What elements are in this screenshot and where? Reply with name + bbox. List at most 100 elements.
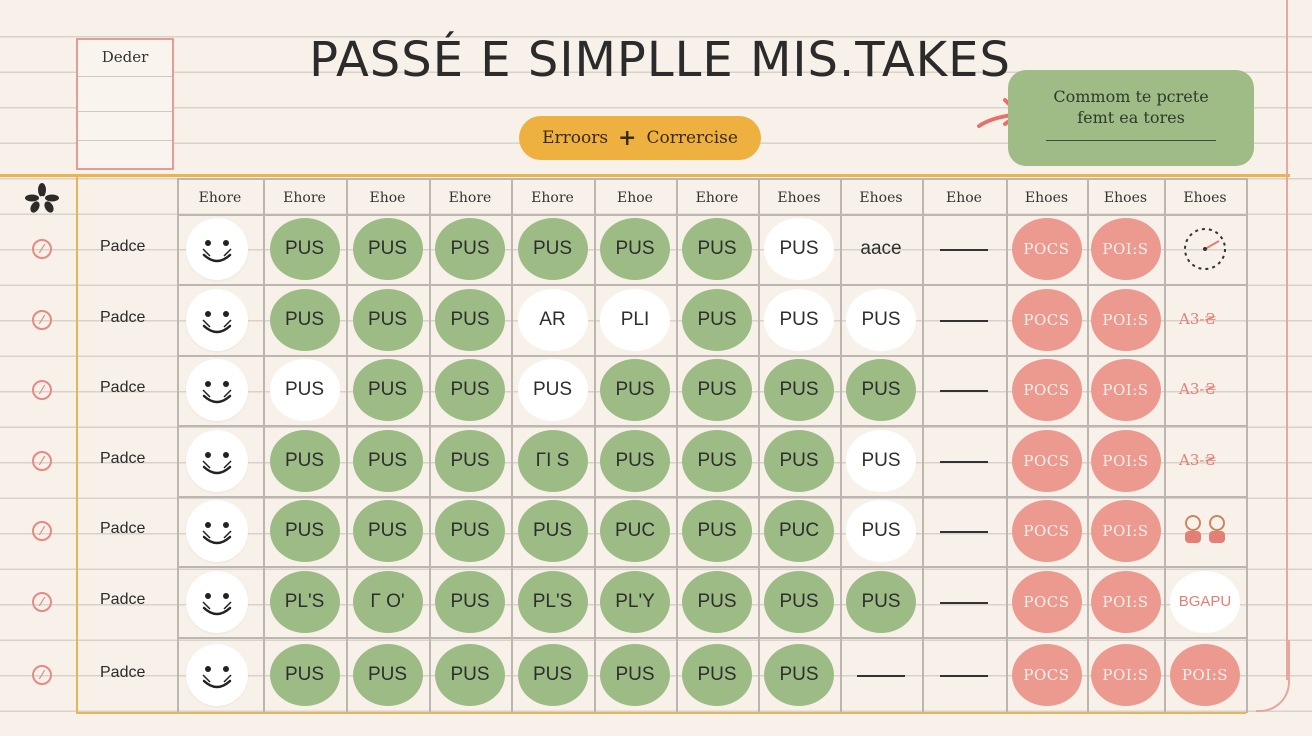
smiley-icon [186, 359, 248, 421]
verb-cell[interactable]: AR [517, 288, 588, 351]
error-cell[interactable]: POI:S [1090, 500, 1161, 562]
verb-cell[interactable]: PUS [600, 359, 670, 421]
grid-row-line [177, 566, 1246, 568]
verb-cell[interactable]: PUS [435, 643, 505, 706]
grid-row-line [177, 355, 1246, 357]
verb-cell[interactable]: PUS [682, 500, 752, 562]
verb-cell[interactable]: PUS [846, 288, 916, 351]
verb-cell[interactable]: PUS [269, 500, 340, 562]
row-marker-icon[interactable]: ⁄ [32, 591, 52, 612]
page-title: PASSÉ E SIMPLLE MIS.TAKES [309, 32, 1011, 88]
column-header: Ehoes [1103, 190, 1148, 206]
callout-note: Commom te pcrete femt ea tores [1008, 70, 1254, 166]
row-marker-icon[interactable]: ⁄ [32, 309, 52, 330]
verb-cell[interactable]: PUS [600, 643, 670, 706]
notes-line [78, 111, 172, 112]
verb-cell[interactable]: PUS [682, 288, 752, 351]
verb-cell[interactable]: PUS [352, 288, 423, 351]
error-cell[interactable]: POI:S [1090, 643, 1161, 706]
verb-cell[interactable]: PUS [682, 643, 752, 706]
error-cell[interactable]: POCS [1011, 429, 1082, 492]
verb-cell[interactable]: PUC [764, 500, 834, 562]
verb-cell[interactable]: ΓΙ S [517, 429, 588, 492]
verb-cell[interactable]: PLI [600, 288, 670, 351]
verb-cell[interactable]: PUS [846, 359, 916, 421]
verb-cell[interactable]: PUS [764, 218, 834, 280]
row-marker-icon[interactable]: ⁄ [32, 239, 52, 259]
grid-row-line [177, 284, 1246, 286]
verb-cell[interactable]: PUS [764, 359, 834, 421]
errors-corrections-pill[interactable]: Erroors + Corrercise [519, 116, 761, 160]
verb-cell[interactable]: PUS [269, 429, 340, 492]
verb-cell[interactable]: PUS [352, 359, 423, 421]
verb-cell[interactable]: PUS [269, 643, 340, 706]
verb-cell[interactable]: PUS [517, 643, 588, 706]
error-cell[interactable]: POCS [1011, 288, 1082, 351]
verb-cell[interactable]: PUS [435, 570, 505, 633]
verb-cell[interactable]: PL'Y [600, 570, 670, 633]
verb-cell[interactable]: PUS [682, 429, 752, 492]
squiggle-mark: A3-₴ [1179, 309, 1217, 328]
mistakes-grid [76, 177, 1246, 714]
error-cell[interactable]: POI:S [1090, 288, 1161, 351]
row-marker-icon[interactable]: ⁄ [32, 521, 52, 541]
verb-cell[interactable]: PUS [682, 570, 752, 633]
verb-cell[interactable]: PUS [269, 288, 340, 351]
grid-column-line [346, 178, 348, 713]
error-cell[interactable]: POI:S [1170, 643, 1240, 706]
verb-cell[interactable]: PUS [600, 218, 670, 280]
error-cell[interactable]: POI:S [1090, 218, 1161, 280]
badge-cell[interactable]: BGAPU [1170, 570, 1240, 633]
verb-cell[interactable]: PL'S [269, 570, 340, 633]
verb-cell[interactable]: PUS [682, 218, 752, 280]
verb-cell[interactable]: PUC [600, 500, 670, 562]
verb-cell[interactable]: PUS [682, 359, 752, 421]
verb-cell[interactable]: PUS [269, 359, 340, 421]
verb-cell[interactable]: PUS [846, 570, 916, 633]
verb-cell[interactable]: PUS [517, 500, 588, 562]
error-cell[interactable]: POI:S [1090, 359, 1161, 421]
verb-cell[interactable]: PUS [435, 218, 505, 280]
column-header: Ehoes [1024, 190, 1069, 206]
error-cell[interactable]: POCS [1011, 218, 1082, 280]
verb-cell[interactable]: PUS [435, 359, 505, 421]
column-header: Ehoe [617, 190, 653, 206]
verb-cell[interactable]: PUS [352, 500, 423, 562]
grid-column-line [594, 178, 596, 713]
verb-cell[interactable]: PUS [352, 643, 423, 706]
verb-cell[interactable]: PUS [435, 288, 505, 351]
empty-cell-dash [940, 601, 988, 604]
verb-cell[interactable]: PUS [600, 429, 670, 492]
squiggle-mark: A3-₴ [1179, 380, 1217, 398]
figures-icon [1181, 513, 1229, 553]
verb-cell[interactable]: PUS [435, 500, 505, 562]
row-marker-icon[interactable]: ⁄ [32, 450, 52, 471]
error-cell[interactable]: POI:S [1090, 570, 1161, 633]
verb-cell[interactable]: Γ O' [352, 570, 423, 633]
row-marker-icon[interactable]: ⁄ [32, 664, 52, 685]
verb-cell[interactable]: PUS [846, 500, 916, 562]
verb-cell[interactable]: PUS [764, 643, 834, 706]
error-cell[interactable]: POCS [1011, 500, 1082, 562]
callout-underline [1046, 140, 1216, 141]
error-cell[interactable]: POI:S [1090, 429, 1161, 492]
verb-cell[interactable]: PUS [352, 218, 423, 280]
verb-cell[interactable]: PUS [764, 570, 834, 633]
error-cell[interactable]: POCS [1011, 359, 1082, 421]
verb-cell[interactable]: PUS [764, 429, 834, 492]
error-cell[interactable]: POCS [1011, 570, 1082, 633]
verb-cell[interactable]: PUS [269, 218, 340, 280]
row-marker-icon[interactable]: ⁄ [32, 380, 52, 400]
verb-cell[interactable]: PUS [435, 429, 505, 492]
grid-row-line [177, 425, 1246, 427]
verb-cell[interactable]: PL'S [517, 570, 588, 633]
verb-cell[interactable]: PUS [517, 218, 588, 280]
smiley-icon [186, 429, 248, 492]
error-cell[interactable]: POCS [1011, 643, 1082, 706]
verb-cell[interactable]: PUS [517, 359, 588, 421]
row-label: Padce [100, 238, 146, 255]
text-cell[interactable]: aace [860, 238, 902, 259]
verb-cell[interactable]: PUS [352, 429, 423, 492]
verb-cell[interactable]: PUS [846, 429, 916, 492]
verb-cell[interactable]: PUS [764, 288, 834, 351]
